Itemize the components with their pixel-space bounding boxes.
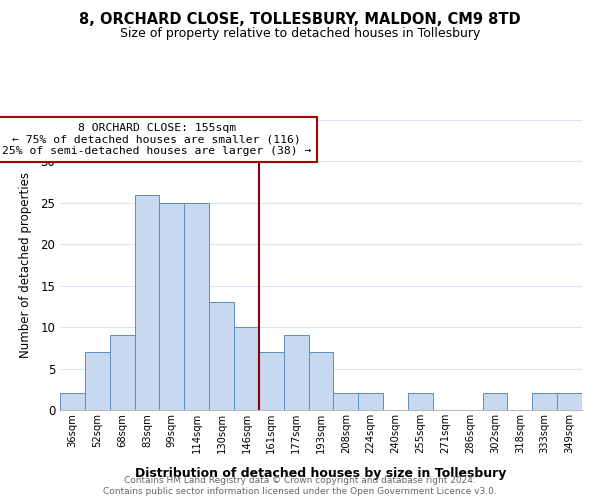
Text: Contains public sector information licensed under the Open Government Licence v3: Contains public sector information licen… bbox=[103, 488, 497, 496]
Bar bbox=[308, 352, 334, 410]
Bar bbox=[184, 203, 209, 410]
Bar bbox=[160, 203, 184, 410]
Bar bbox=[532, 394, 557, 410]
Bar bbox=[557, 394, 582, 410]
Bar bbox=[284, 336, 308, 410]
Bar bbox=[134, 194, 160, 410]
Bar bbox=[334, 394, 358, 410]
Bar bbox=[110, 336, 134, 410]
Text: Contains HM Land Registry data © Crown copyright and database right 2024.: Contains HM Land Registry data © Crown c… bbox=[124, 476, 476, 485]
Y-axis label: Number of detached properties: Number of detached properties bbox=[19, 172, 32, 358]
X-axis label: Distribution of detached houses by size in Tollesbury: Distribution of detached houses by size … bbox=[136, 467, 506, 480]
Bar bbox=[259, 352, 284, 410]
Bar bbox=[209, 302, 234, 410]
Bar bbox=[408, 394, 433, 410]
Bar bbox=[60, 394, 85, 410]
Bar bbox=[482, 394, 508, 410]
Bar bbox=[358, 394, 383, 410]
Bar bbox=[234, 327, 259, 410]
Text: 8 ORCHARD CLOSE: 155sqm
← 75% of detached houses are smaller (116)
25% of semi-d: 8 ORCHARD CLOSE: 155sqm ← 75% of detache… bbox=[2, 123, 311, 156]
Text: 8, ORCHARD CLOSE, TOLLESBURY, MALDON, CM9 8TD: 8, ORCHARD CLOSE, TOLLESBURY, MALDON, CM… bbox=[79, 12, 521, 28]
Text: Size of property relative to detached houses in Tollesbury: Size of property relative to detached ho… bbox=[120, 28, 480, 40]
Bar bbox=[85, 352, 110, 410]
